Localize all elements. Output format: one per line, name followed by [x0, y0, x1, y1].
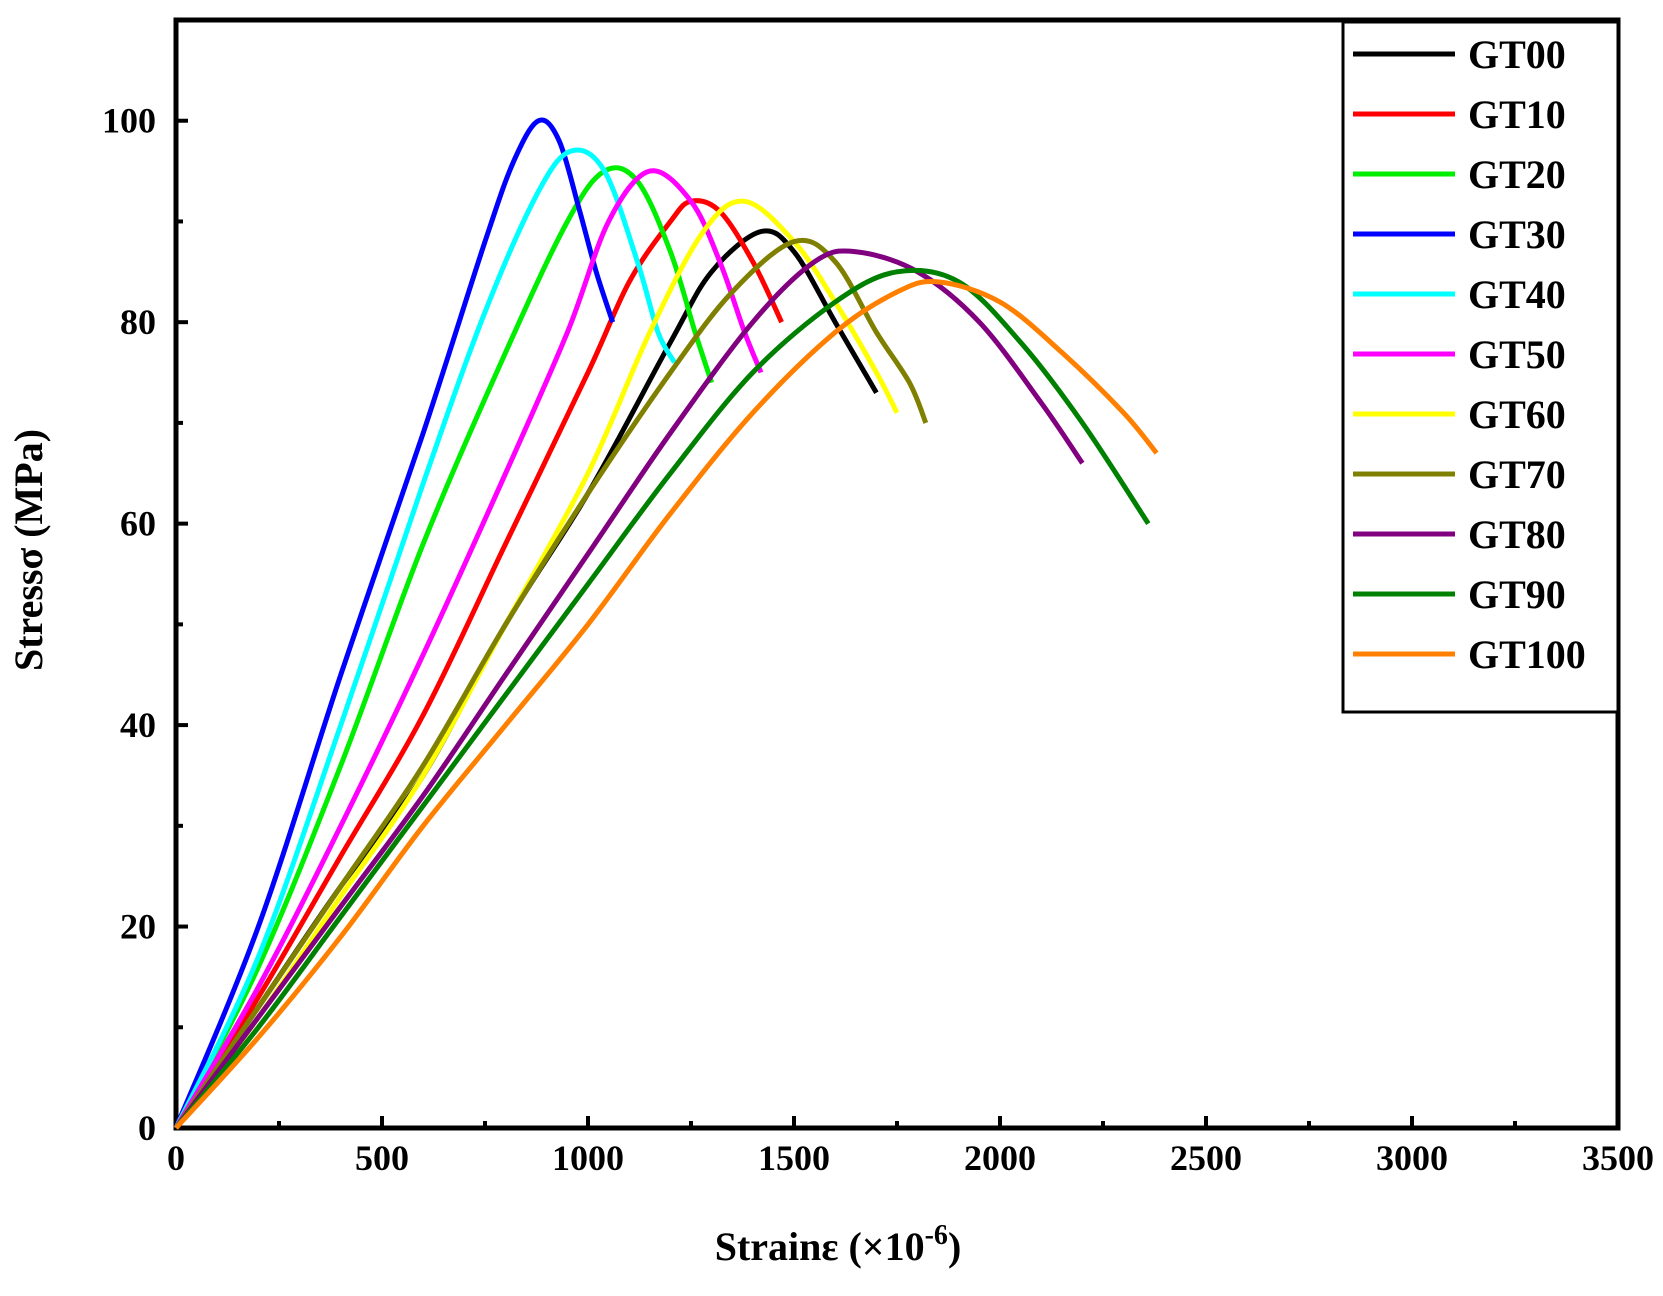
y-tick-label: 20 [120, 907, 156, 947]
legend-label-gt80: GT80 [1468, 512, 1566, 557]
legend-label-gt40: GT40 [1468, 272, 1566, 317]
y-axis-title: Stressσ (MPa) [6, 429, 51, 671]
series-line-gt60 [173, 198, 900, 1130]
x-axis-title-superscript: -6 [925, 1220, 948, 1251]
x-tick-label: 2500 [1170, 1138, 1242, 1178]
series-line-gt40 [173, 147, 677, 1130]
y-tick-label: 0 [138, 1108, 156, 1148]
legend-box [1341, 20, 1620, 714]
x-tick-label: 3500 [1582, 1138, 1654, 1178]
y-axis-ticks: 0 20 40 60 80 100 [102, 101, 188, 1148]
series-line-gt30 [173, 117, 616, 1129]
legend-label-gt70: GT70 [1468, 452, 1566, 497]
legend-label-gt30: GT30 [1468, 212, 1566, 257]
y-tick-label: 40 [120, 705, 156, 745]
x-tick-label: 0 [167, 1138, 185, 1178]
series-line-gt90 [174, 267, 1151, 1130]
legend-label-gt50: GT50 [1468, 332, 1566, 377]
series-line-gt50 [173, 168, 764, 1130]
legend-label-gt20: GT20 [1468, 152, 1566, 197]
x-tick-label: 500 [355, 1138, 409, 1178]
x-tick-label: 1000 [552, 1138, 624, 1178]
x-tick-label: 3000 [1376, 1138, 1448, 1178]
x-axis-title-end: ) [948, 1224, 961, 1269]
series-line-gt80 [173, 248, 1085, 1130]
series-lines [173, 117, 1159, 1130]
legend-label-gt90: GT90 [1468, 572, 1566, 617]
series-line-gt20 [173, 165, 714, 1130]
legend-label-gt00: GT00 [1468, 32, 1566, 77]
x-tick-label: 2000 [964, 1138, 1036, 1178]
x-tick-label: 1500 [758, 1138, 830, 1178]
x-axis-title-main: Strainε (×10 [715, 1224, 925, 1269]
series-line-gt10 [173, 198, 784, 1130]
y-tick-label: 60 [120, 504, 156, 544]
series-line-gt70 [173, 237, 929, 1130]
y-tick-label: 80 [120, 302, 156, 342]
legend-label-gt100: GT100 [1468, 632, 1586, 677]
series-line-gt100 [174, 279, 1159, 1130]
legend-label-gt60: GT60 [1468, 392, 1566, 437]
legend: GT00 GT10 GT20 GT30 GT40 GT50 GT60 GT70 GT80 GT90… [1341, 20, 1620, 714]
x-axis-ticks: 0 500 1000 1500 2000 2500 3000 3500 [167, 1116, 1654, 1178]
y-tick-label: 100 [102, 101, 156, 141]
legend-label-gt10: GT10 [1468, 92, 1566, 137]
x-axis-title: Strainε (×10-6) [715, 1220, 962, 1269]
